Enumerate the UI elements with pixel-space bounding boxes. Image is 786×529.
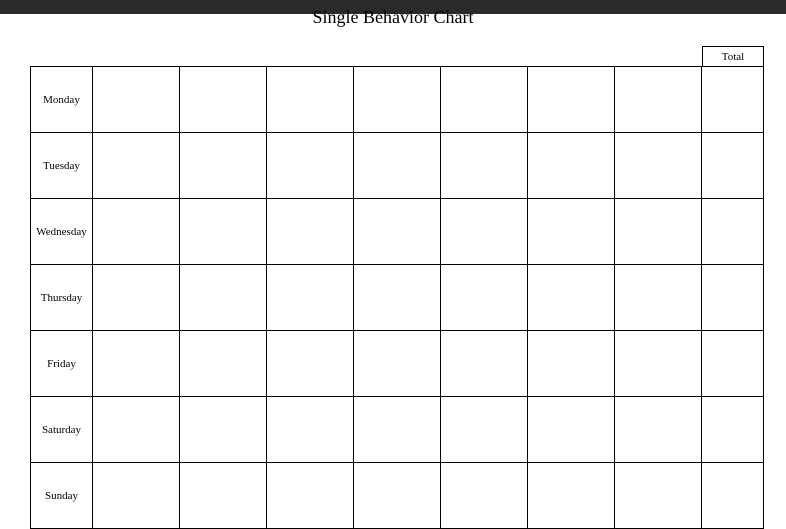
table-row: Monday xyxy=(31,67,764,133)
tracking-cell xyxy=(354,265,441,331)
behavior-table: MondayTuesdayWednesdayThursdayFridaySatu… xyxy=(30,66,764,529)
tracking-cell xyxy=(441,397,528,463)
tracking-cell xyxy=(93,397,180,463)
day-label: Friday xyxy=(31,331,93,397)
tracking-cell xyxy=(267,133,354,199)
total-cell xyxy=(702,133,764,199)
day-label: Wednesday xyxy=(31,199,93,265)
total-cell xyxy=(702,397,764,463)
tracking-cell xyxy=(267,331,354,397)
tracking-cell xyxy=(528,67,615,133)
day-label: Tuesday xyxy=(31,133,93,199)
day-label: Thursday xyxy=(31,265,93,331)
table-row: Wednesday xyxy=(31,199,764,265)
tracking-cell xyxy=(615,199,702,265)
tracking-cell xyxy=(441,331,528,397)
tracking-cell xyxy=(615,397,702,463)
tracking-cell xyxy=(267,67,354,133)
table-row: Saturday xyxy=(31,397,764,463)
tracking-cell xyxy=(528,199,615,265)
tracking-cell xyxy=(528,397,615,463)
table-row: Thursday xyxy=(31,265,764,331)
tracking-cell xyxy=(180,265,267,331)
chart-container: Total MondayTuesdayWednesdayThursdayFrid… xyxy=(0,28,786,529)
tracking-cell xyxy=(180,331,267,397)
tracking-cell xyxy=(354,133,441,199)
total-cell xyxy=(702,265,764,331)
table-row: Tuesday xyxy=(31,133,764,199)
total-header-row: Total xyxy=(30,46,764,66)
tracking-cell xyxy=(615,133,702,199)
tracking-cell xyxy=(93,265,180,331)
tracking-cell xyxy=(267,265,354,331)
tracking-cell xyxy=(441,133,528,199)
day-label: Saturday xyxy=(31,397,93,463)
tracking-cell xyxy=(354,67,441,133)
tracking-cell xyxy=(267,397,354,463)
total-cell xyxy=(702,331,764,397)
tracking-cell xyxy=(354,199,441,265)
tracking-cell xyxy=(180,67,267,133)
tracking-cell xyxy=(93,133,180,199)
title-wrap: Single Behavior Chart xyxy=(0,14,786,28)
tracking-cell xyxy=(441,67,528,133)
tracking-cell xyxy=(180,199,267,265)
tracking-cell xyxy=(528,331,615,397)
tracking-cell xyxy=(267,199,354,265)
tracking-cell xyxy=(441,265,528,331)
table-row: Friday xyxy=(31,331,764,397)
tracking-cell xyxy=(441,199,528,265)
behavior-tbody: MondayTuesdayWednesdayThursdayFridaySatu… xyxy=(31,67,764,529)
tracking-cell xyxy=(615,265,702,331)
tracking-cell xyxy=(615,67,702,133)
tracking-cell xyxy=(180,133,267,199)
tracking-cell xyxy=(354,397,441,463)
chart-title: Single Behavior Chart xyxy=(0,7,786,28)
total-cell xyxy=(702,199,764,265)
tracking-cell xyxy=(180,397,267,463)
total-cell xyxy=(702,67,764,133)
day-label: Monday xyxy=(31,67,93,133)
tracking-cell xyxy=(93,199,180,265)
tracking-cell xyxy=(93,331,180,397)
tracking-cell xyxy=(615,331,702,397)
total-header-cell: Total xyxy=(702,46,764,66)
tracking-cell xyxy=(528,133,615,199)
tracking-cell xyxy=(354,331,441,397)
tracking-cell xyxy=(528,265,615,331)
tracking-cell xyxy=(93,67,180,133)
